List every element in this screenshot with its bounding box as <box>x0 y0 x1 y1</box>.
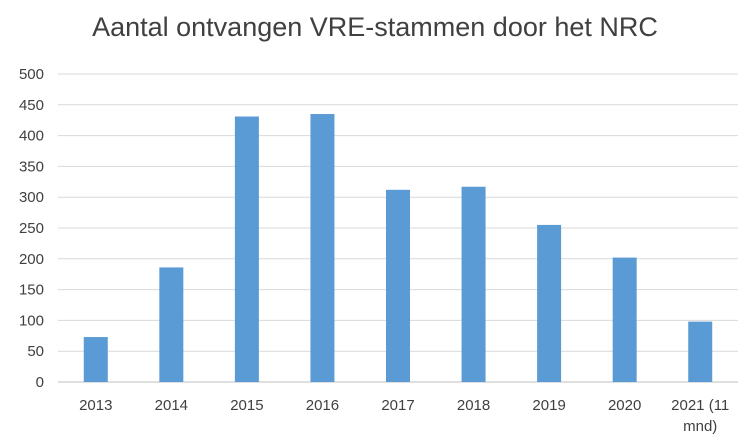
bar <box>612 257 637 382</box>
x-tick-label: 2019 <box>532 397 565 414</box>
bar <box>386 189 410 382</box>
bar <box>537 224 562 382</box>
bar <box>159 267 184 382</box>
y-tick-label: 350 <box>19 158 44 175</box>
y-tick-label: 150 <box>19 282 44 299</box>
bar <box>310 114 335 382</box>
y-tick-label: 0 <box>36 374 44 391</box>
x-tick-label: 2014 <box>155 397 188 414</box>
x-tick-label: 2015 <box>230 397 263 414</box>
x-tick-label: 2021 (11 <box>671 397 729 414</box>
bar <box>461 186 486 382</box>
y-tick-label: 400 <box>19 128 44 145</box>
x-tick-label: mnd) <box>683 418 717 435</box>
y-tick-label: 100 <box>19 312 44 329</box>
bar <box>688 321 713 382</box>
y-tick-label: 450 <box>19 97 44 114</box>
chart-title: Aantal ontvangen VRE-stammen door het NR… <box>92 12 658 42</box>
bar <box>234 116 259 382</box>
y-tick-label: 50 <box>27 343 44 360</box>
x-tick-label: 2013 <box>79 397 112 414</box>
x-tick-label: 2020 <box>608 397 641 414</box>
y-tick-label: 200 <box>19 251 44 268</box>
x-tick-label: 2018 <box>457 397 490 414</box>
y-tick-label: 500 <box>19 66 44 83</box>
x-tick-label: 2016 <box>306 397 339 414</box>
y-tick-label: 300 <box>19 189 44 206</box>
bar <box>83 337 108 382</box>
y-tick-label: 250 <box>19 220 44 237</box>
x-tick-label: 2017 <box>381 397 414 414</box>
